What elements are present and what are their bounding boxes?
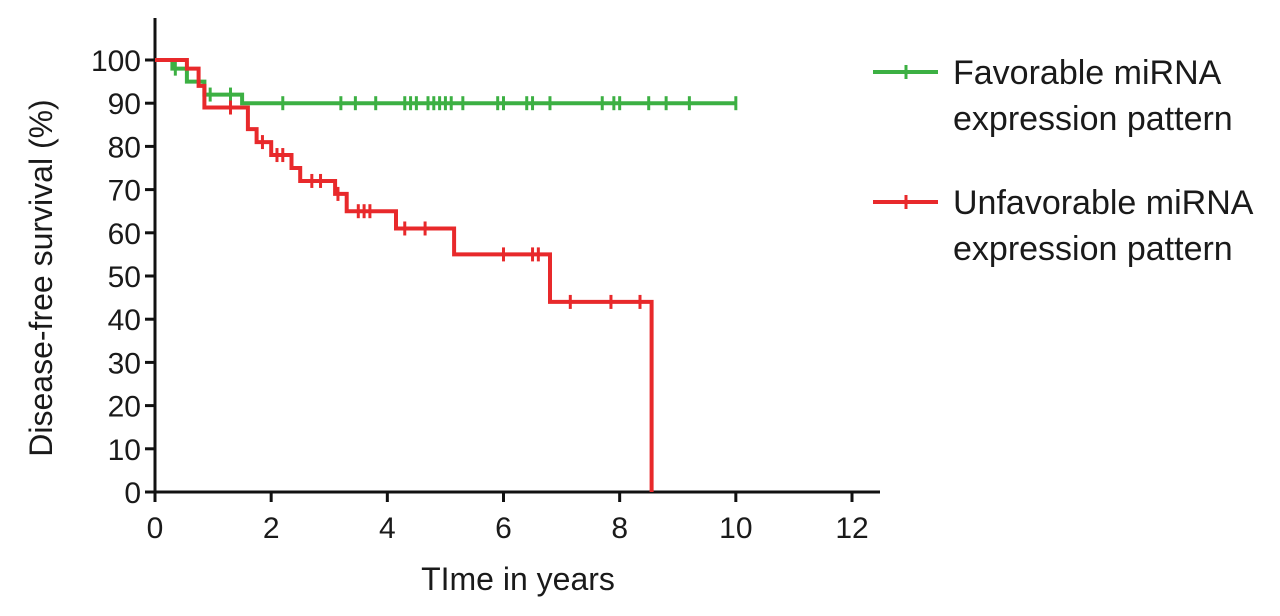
series-line-0	[155, 58, 736, 106]
y-tick-label: 20	[108, 391, 141, 424]
legend-label-1: expression pattern	[953, 230, 1233, 268]
x-tick-label: 12	[835, 512, 868, 545]
series-line-1	[155, 58, 654, 492]
legend-label-0: Favorable miRNA	[953, 54, 1222, 92]
y-tick-label: 80	[108, 131, 141, 164]
legend: Favorable miRNA expression pattern Unfavor…	[873, 54, 1254, 268]
legend-label-1: Unfavorable miRNA	[953, 184, 1254, 222]
legend-label-0: expression pattern	[953, 100, 1233, 138]
x-tick-label: 0	[147, 512, 164, 545]
x-tick-label: 6	[495, 512, 512, 545]
y-tick-label: 70	[108, 175, 141, 208]
y-tick-label: 10	[108, 434, 141, 467]
x-axis: 0 2 4 6 8 10 12	[147, 490, 880, 545]
y-axis-label: Disease-free survival (%)	[23, 99, 59, 456]
x-tick-label: 8	[611, 512, 628, 545]
x-axis-label: TIme in years	[421, 561, 615, 597]
y-axis: 0 10 20 30 40 50 60 70 80 90 100	[91, 18, 157, 510]
plot-series	[155, 58, 738, 492]
y-tick-label: 100	[91, 45, 141, 78]
y-tick-label: 90	[108, 88, 141, 121]
y-tick-label: 0	[124, 477, 141, 510]
x-tick-label: 2	[263, 512, 280, 545]
y-tick-label: 50	[108, 261, 141, 294]
x-tick-label: 4	[379, 512, 396, 545]
y-tick-label: 30	[108, 347, 141, 380]
y-tick-label: 60	[108, 218, 141, 251]
y-tick-label: 40	[108, 304, 141, 337]
x-tick-label: 10	[719, 512, 752, 545]
